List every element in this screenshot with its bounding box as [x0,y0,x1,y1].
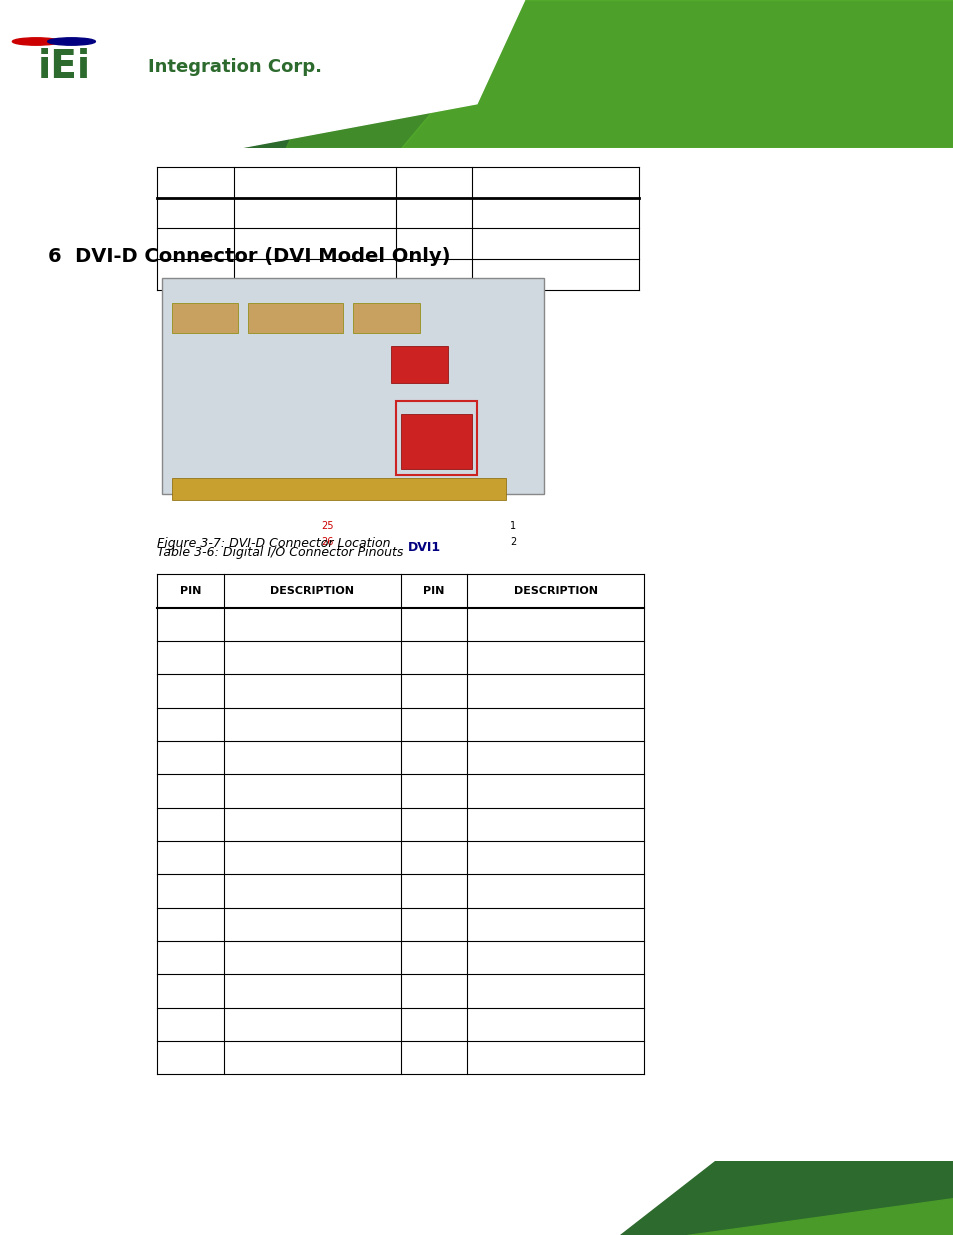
Text: DESCRIPTION: DESCRIPTION [513,585,598,597]
Polygon shape [286,0,953,148]
Text: 6  DVI-D Connector (DVI Model Only): 6 DVI-D Connector (DVI Model Only) [48,247,450,266]
Polygon shape [400,0,953,148]
Polygon shape [0,0,524,148]
Bar [395,401,476,475]
Text: Figure 3-7: DVI-D Connector Location: Figure 3-7: DVI-D Connector Location [157,537,391,551]
Text: Table 3-6: Digital I/O Connector Pinouts: Table 3-6: Digital I/O Connector Pinouts [157,546,403,559]
Text: Integration Corp.: Integration Corp. [148,58,321,75]
Text: DESCRIPTION: DESCRIPTION [270,585,355,597]
Polygon shape [619,1161,953,1235]
Bar [248,303,343,333]
Text: 26: 26 [321,537,334,547]
Bar [353,303,419,333]
Bar [400,414,472,469]
Circle shape [12,38,60,46]
Text: 1: 1 [510,521,516,531]
Text: 2: 2 [510,537,517,547]
Bar [172,478,505,500]
Text: PIN: PIN [180,585,201,597]
Text: 25: 25 [321,521,334,531]
FancyBboxPatch shape [162,278,543,494]
Text: iEi: iEi [38,48,91,85]
Text: DVI1: DVI1 [408,541,440,555]
Circle shape [48,38,95,46]
Bar [391,346,448,383]
Polygon shape [686,1198,953,1235]
Text: PIN: PIN [423,585,444,597]
Bar [172,303,238,333]
